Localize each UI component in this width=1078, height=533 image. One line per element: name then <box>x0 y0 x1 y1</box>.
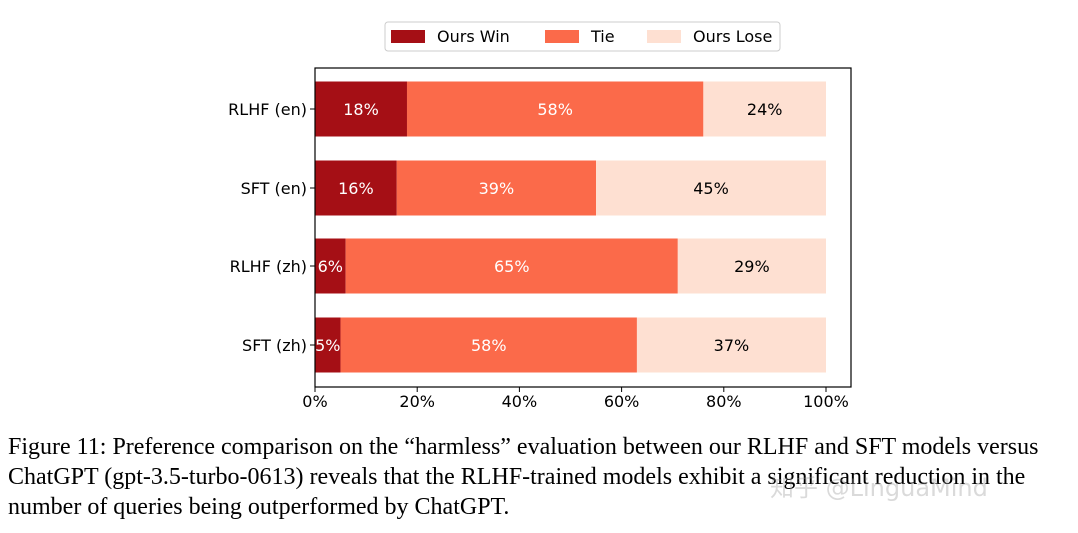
bar-tie-1 <box>406 81 704 137</box>
data-label: 37% <box>714 336 750 355</box>
data-label: 58% <box>471 336 507 355</box>
y-tick-label: SFT (zh) <box>242 336 307 355</box>
x-tick-label: 40% <box>502 392 538 411</box>
bar-ours-lose-1 <box>703 81 826 137</box>
data-label: 29% <box>734 257 770 276</box>
x-tick-label: 0% <box>302 392 327 411</box>
bar-tie-2 <box>396 160 597 216</box>
plot-frame <box>314 67 852 388</box>
x-tick-label: 80% <box>706 392 742 411</box>
legend-swatch <box>545 30 579 43</box>
data-label: 45% <box>693 179 729 198</box>
bar-tie-4 <box>340 317 637 373</box>
legend-label: Tie <box>590 27 615 46</box>
bar-ours-lose-4 <box>636 317 826 373</box>
x-tick-label: 20% <box>399 392 435 411</box>
bar-ours-win-4 <box>315 317 341 373</box>
bar-tie-3 <box>345 238 678 294</box>
data-label: 24% <box>747 100 783 119</box>
x-tick-label: 100% <box>803 392 849 411</box>
bar-ours-lose-3 <box>677 238 826 294</box>
bar-ours-win-3 <box>315 238 346 294</box>
x-tick-label: 60% <box>604 392 640 411</box>
watermark: 知乎 @LinguaMind <box>770 474 988 502</box>
figure-caption: Figure 11: Preference comparison on the … <box>8 434 1039 520</box>
data-label: 39% <box>479 179 515 198</box>
legend-label: Ours Lose <box>693 27 772 46</box>
bar-ours-win-2 <box>315 160 397 216</box>
data-label: 5% <box>315 336 340 355</box>
y-tick-label: SFT (en) <box>241 179 307 198</box>
data-label: 18% <box>343 100 379 119</box>
data-label: 16% <box>338 179 374 198</box>
bar-ours-lose-2 <box>596 160 826 216</box>
data-label: 58% <box>537 100 573 119</box>
y-tick-label: RLHF (en) <box>228 100 307 119</box>
legend-swatch <box>391 30 425 43</box>
legend-box <box>384 21 781 52</box>
legend-swatch <box>647 30 681 43</box>
bar-ours-win-1 <box>315 81 407 137</box>
y-tick-label: RLHF (zh) <box>230 257 307 276</box>
data-label: 65% <box>494 257 530 276</box>
stacked-bar-chart: 18% 58% 24% RLHF (en) 16% 39% 45% SFT (en) 6% 65%… <box>228 21 852 411</box>
legend-label: Ours Win <box>437 27 510 46</box>
data-label: 6% <box>318 257 343 276</box>
